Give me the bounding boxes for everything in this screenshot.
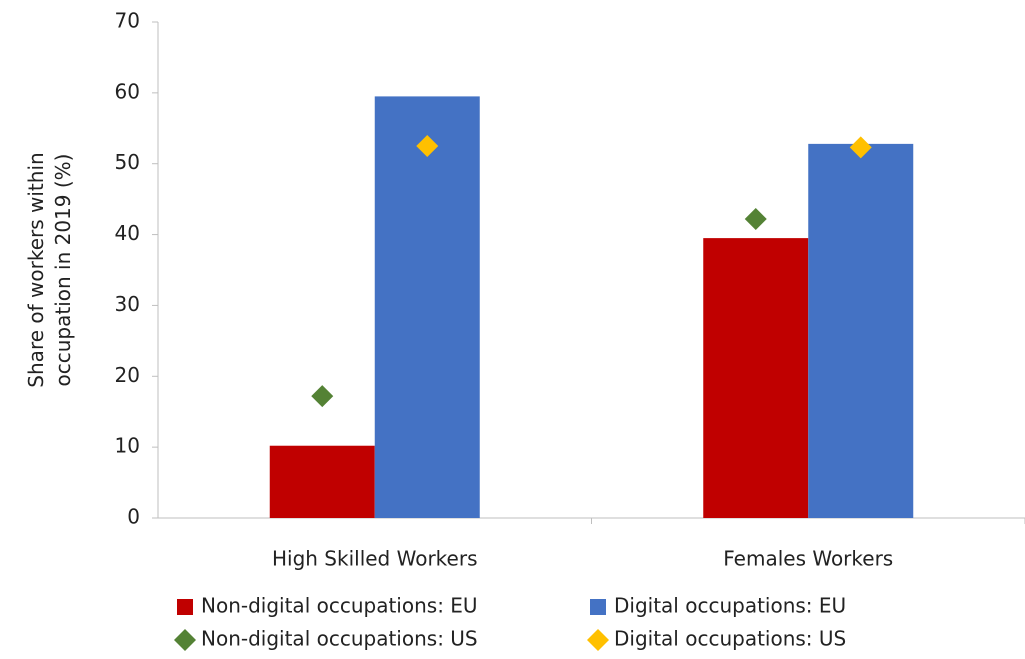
y-tick-label: 70 <box>115 9 140 33</box>
marker <box>744 207 767 230</box>
bar <box>808 143 914 519</box>
marker <box>311 385 334 408</box>
y-tick-label: 10 <box>115 434 140 458</box>
legend-swatch <box>174 629 196 651</box>
x-tick-label: Females Workers <box>723 547 893 571</box>
legend-label: Non-digital occupations: US <box>201 627 478 651</box>
bar <box>374 96 480 519</box>
legend-label: Digital occupations: EU <box>614 594 846 618</box>
y-tick-label: 30 <box>115 292 140 316</box>
y-tick-label: 0 <box>127 505 140 529</box>
bar <box>703 238 809 518</box>
legend-swatch <box>590 599 606 615</box>
y-tick-label: 20 <box>115 363 140 387</box>
y-tick-label: 50 <box>115 150 140 174</box>
y-tick-label: 40 <box>115 221 140 245</box>
marker <box>416 135 439 157</box>
legend-label: Non-digital occupations: EU <box>201 594 478 618</box>
y-axis-label: Share of workers within occupation in 20… <box>24 152 75 388</box>
x-tick-label: High Skilled Workers <box>272 547 478 571</box>
legend-label: Digital occupations: US <box>614 627 846 651</box>
legend-swatch <box>587 629 609 651</box>
bar <box>269 445 375 518</box>
marker <box>849 136 872 159</box>
legend-swatch <box>177 599 193 615</box>
y-tick-label: 60 <box>115 79 140 103</box>
